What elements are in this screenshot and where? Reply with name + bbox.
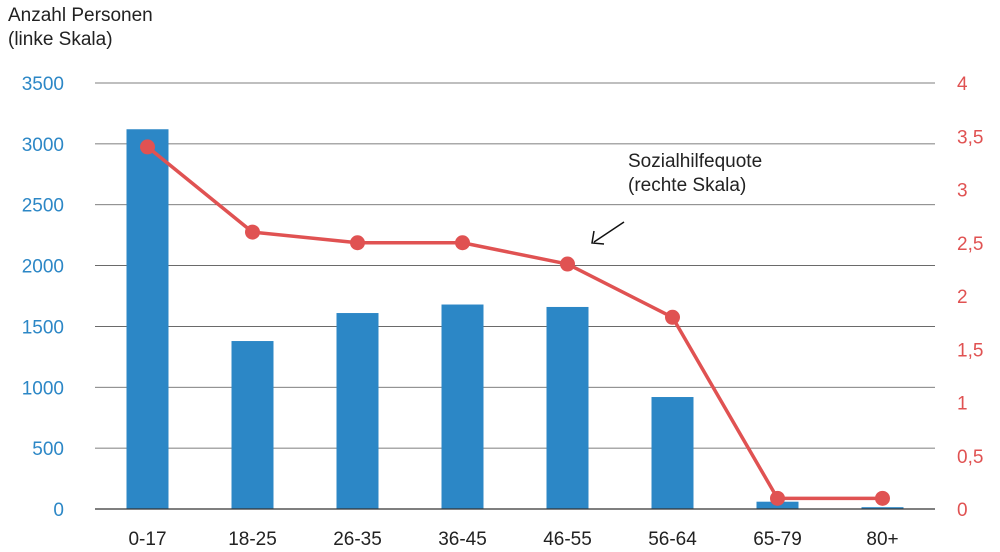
line-point bbox=[140, 139, 155, 155]
right-tick-label: 3,5 bbox=[957, 127, 983, 148]
bar bbox=[651, 397, 694, 509]
line-point bbox=[560, 256, 575, 272]
right-tick-label: 1 bbox=[957, 394, 968, 415]
x-tick-label: 46-55 bbox=[543, 529, 592, 547]
bar bbox=[861, 507, 904, 509]
line-point bbox=[350, 235, 365, 251]
right-tick-label: 2,5 bbox=[957, 234, 983, 255]
line-point bbox=[455, 235, 470, 251]
line-point bbox=[665, 309, 680, 325]
left-tick-label: 1000 bbox=[22, 378, 64, 399]
series-annotation: Sozialhilfequote (rechte Skala) bbox=[628, 150, 762, 198]
x-tick-label: 56-64 bbox=[648, 529, 697, 547]
right-tick-label: 3 bbox=[957, 181, 968, 202]
x-tick-label: 26-35 bbox=[333, 529, 382, 547]
annotation-arrow-head bbox=[591, 230, 605, 245]
bar bbox=[441, 304, 484, 509]
left-axis-title-line2: (linke Skala) bbox=[8, 29, 113, 50]
left-axis-title: Anzahl Personen (linke Skala) bbox=[8, 4, 153, 52]
x-tick-label: 0-17 bbox=[128, 529, 166, 547]
bar bbox=[126, 129, 169, 509]
left-tick-label: 1500 bbox=[22, 317, 64, 338]
line-point bbox=[245, 224, 260, 240]
bar bbox=[336, 313, 379, 509]
right-tick-label: 1,5 bbox=[957, 340, 983, 361]
x-tick-label: 18-25 bbox=[228, 529, 277, 547]
left-tick-label: 500 bbox=[32, 439, 64, 460]
left-tick-label: 2500 bbox=[22, 196, 64, 217]
left-tick-label: 0 bbox=[53, 500, 64, 521]
left-tick-label: 2000 bbox=[22, 257, 64, 278]
line-point bbox=[875, 490, 890, 506]
annotation-line1: Sozialhilfequote bbox=[628, 151, 763, 172]
left-tick-label: 3000 bbox=[22, 135, 64, 156]
x-tick-label: 80+ bbox=[866, 529, 898, 547]
series-line bbox=[146, 145, 883, 501]
right-tick-label: 4 bbox=[957, 74, 968, 95]
x-tick-label: 36-45 bbox=[438, 529, 487, 547]
right-tick-label: 0,5 bbox=[957, 447, 983, 468]
bar bbox=[231, 341, 274, 509]
left-axis-title-line1: Anzahl Personen bbox=[8, 5, 153, 26]
bar bbox=[546, 306, 589, 509]
left-tick-label: 3500 bbox=[22, 74, 64, 95]
right-tick-label: 2 bbox=[957, 287, 968, 308]
line-point bbox=[770, 490, 785, 506]
right-tick-label: 0 bbox=[957, 500, 968, 521]
x-tick-label: 65-79 bbox=[753, 529, 802, 547]
annotation-line2: (rechte Skala) bbox=[628, 175, 747, 196]
annotation-arrow bbox=[593, 221, 625, 243]
